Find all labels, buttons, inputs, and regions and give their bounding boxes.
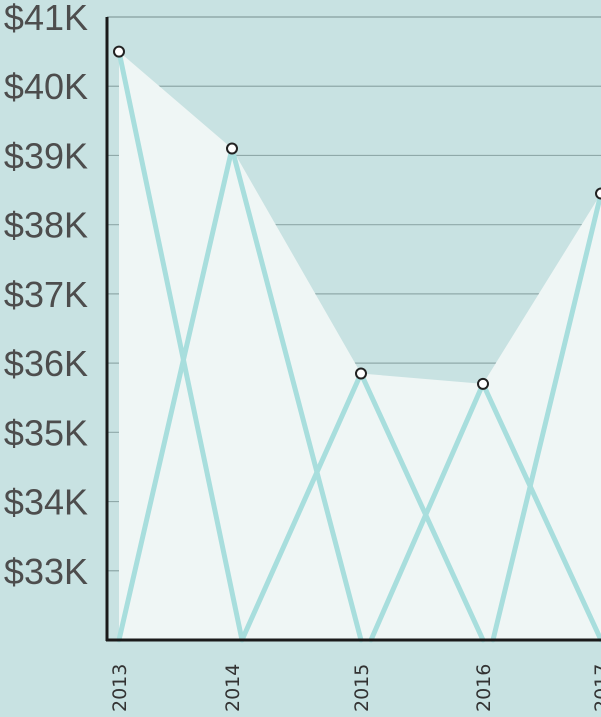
zigzag-down [358, 370, 486, 643]
x-tick-label: 2015 [351, 664, 373, 712]
zigzag-up [239, 370, 364, 643]
x-tick-label: 2013 [109, 664, 131, 712]
zigzag-down [116, 49, 245, 643]
y-axis-labels: $33K $34K $35K $36K $37K $38K $39K $40K $41K [4, 0, 88, 592]
y-tick-label: $37K [4, 274, 88, 315]
zigzag-up [490, 191, 601, 643]
zigzag-up [368, 381, 486, 643]
data-markers [113, 45, 601, 390]
x-axis-labels: 2013 2014 2015 2016 2017 [109, 664, 601, 712]
data-point [113, 45, 125, 58]
y-tick-label: $35K [4, 412, 88, 453]
area-fill [119, 51, 601, 641]
y-tick-label: $39K [4, 135, 88, 176]
y-tick-label: $41K [4, 0, 88, 38]
x-tick-label: 2016 [473, 664, 495, 712]
data-point [226, 142, 238, 155]
x-tick-label: 2014 [222, 664, 244, 712]
data-point [355, 367, 367, 380]
zigzag-up [116, 146, 235, 643]
y-tick-label: $33K [4, 551, 88, 592]
x-tick-label: 2017 [591, 664, 601, 712]
y-tick-label: $40K [4, 66, 88, 107]
y-tick-label: $36K [4, 343, 88, 384]
zigzag-lines [116, 49, 601, 643]
data-point [477, 377, 489, 390]
zigzag-down [480, 381, 601, 643]
y-tick-label: $34K [4, 482, 88, 523]
zigzag-down [229, 146, 364, 643]
data-point [595, 187, 601, 200]
y-tick-label: $38K [4, 205, 88, 246]
